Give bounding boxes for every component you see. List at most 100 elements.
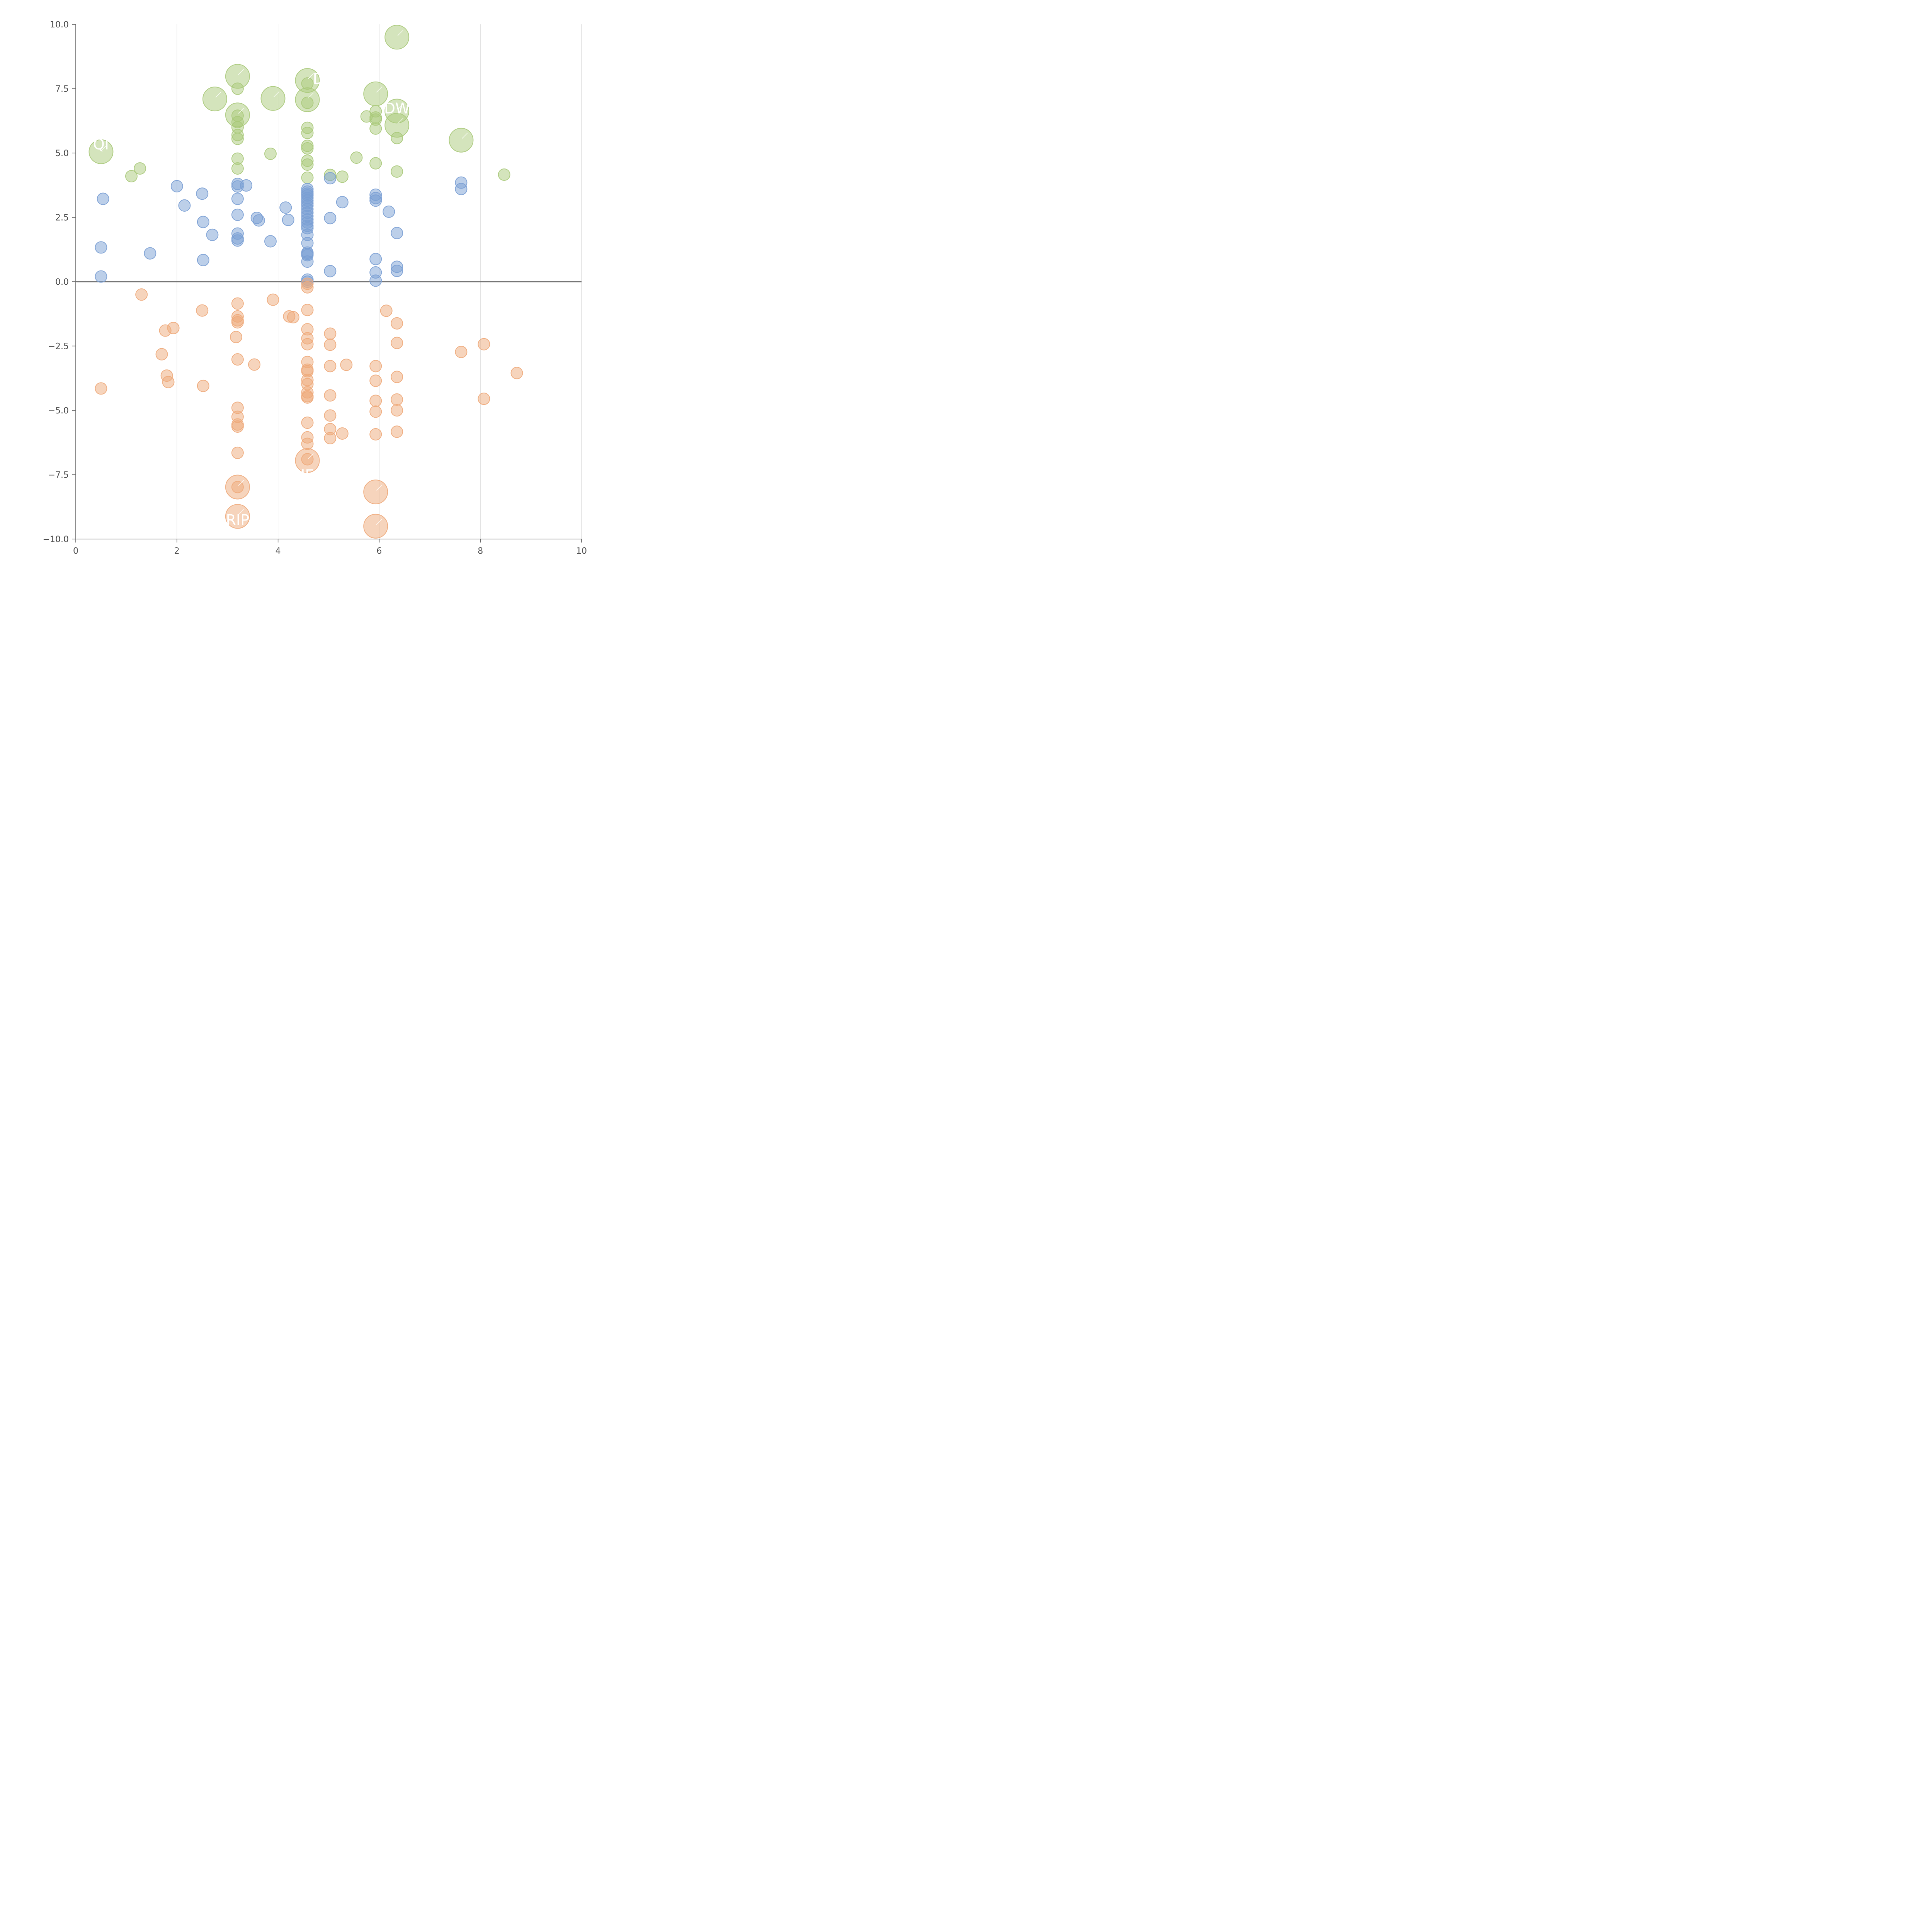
data-point-orange-18 [231, 420, 244, 433]
data-point-blue-52 [369, 194, 382, 207]
data-point-orange-32 [301, 338, 314, 350]
label-leader-orange-44 [308, 453, 314, 459]
data-point-orange-59 [369, 428, 382, 440]
data-point-orange-69 [455, 345, 468, 358]
y-tick-label-5: −2.5 [48, 342, 69, 352]
x-tick-label-5: 10 [576, 546, 587, 556]
data-point-green-2 [134, 162, 146, 175]
data-point-orange-14 [231, 353, 244, 366]
data-point-orange-22 [225, 504, 250, 529]
data-point-orange-72 [510, 367, 523, 379]
data-point-orange-48 [324, 360, 337, 372]
point-label-5: RIP [226, 512, 250, 529]
data-points [88, 25, 523, 539]
x-tick-label-0: 0 [73, 546, 78, 556]
data-point-orange-57 [369, 395, 382, 407]
label-leader-orange-61 [376, 519, 382, 525]
data-point-blue-7 [197, 216, 209, 228]
data-point-green-11 [231, 133, 244, 145]
data-point-orange-21 [231, 481, 244, 493]
point-label-2: DW [384, 100, 410, 117]
label-leader-green-0 [101, 145, 107, 151]
data-point-orange-7 [196, 304, 209, 317]
y-tick-label-1: 7.5 [55, 85, 69, 94]
data-point-green-36 [369, 157, 382, 170]
data-point-orange-70 [478, 338, 490, 350]
data-point-blue-56 [383, 205, 395, 218]
data-point-orange-50 [324, 409, 337, 422]
data-point-orange-60 [363, 480, 388, 505]
point-label-4: NEF [294, 467, 323, 484]
data-point-orange-64 [391, 337, 403, 349]
y-tick-label-2: 5.0 [55, 149, 69, 158]
data-point-blue-21 [279, 201, 292, 214]
data-point-blue-19 [252, 214, 265, 227]
data-point-green-37 [384, 25, 410, 50]
data-point-orange-2 [155, 348, 168, 361]
data-point-orange-56 [369, 374, 382, 387]
data-point-orange-71 [478, 393, 490, 405]
data-point-green-35 [369, 122, 382, 135]
data-point-blue-17 [240, 179, 253, 192]
data-point-orange-49 [324, 389, 337, 402]
label-leader-green-42 [461, 133, 468, 139]
data-point-green-23 [301, 142, 314, 155]
x-tick-label-2: 4 [276, 546, 281, 556]
data-point-blue-16 [231, 234, 244, 247]
data-point-green-42 [449, 128, 474, 153]
x-tick-label-1: 2 [174, 546, 180, 556]
data-point-blue-22 [282, 214, 294, 226]
axes: 0 2 4 6 8 10 10.0 7.5 5.0 2.5 0.0 −2.5 −5.0 −7.5 −10.0 [43, 20, 587, 556]
data-point-blue-4 [170, 180, 183, 192]
label-leader-orange-22 [238, 509, 244, 515]
label-leader-green-3 [215, 92, 221, 98]
data-point-blue-8 [197, 254, 209, 267]
data-point-green-19 [301, 97, 314, 109]
data-point-blue-48 [324, 265, 337, 277]
data-point-orange-8 [197, 379, 209, 392]
data-point-orange-65 [391, 371, 403, 383]
data-point-orange-5 [162, 376, 175, 388]
y-tick-label-0: 10.0 [50, 20, 69, 30]
y-tick-label-3: 2.5 [55, 213, 69, 223]
data-point-blue-47 [324, 212, 337, 224]
label-leader-orange-20 [238, 480, 244, 486]
data-point-orange-13 [230, 331, 242, 344]
label-leader-green-39 [397, 118, 403, 124]
label-leader-green-4 [238, 69, 244, 75]
data-point-orange-46 [324, 327, 337, 340]
label-leader-green-6 [238, 107, 244, 114]
label-leader-green-15 [273, 91, 280, 97]
data-point-orange-63 [391, 317, 403, 330]
data-point-orange-52 [324, 432, 337, 444]
label-leader-orange-60 [376, 485, 382, 491]
data-point-green-15 [260, 86, 286, 111]
data-point-green-13 [231, 162, 244, 175]
label-leader-green-37 [397, 30, 403, 36]
point-label-3: I [408, 131, 413, 148]
data-point-blue-55 [369, 274, 382, 287]
data-point-green-3 [202, 87, 227, 112]
data-point-orange-55 [369, 360, 382, 372]
data-point-orange-23 [248, 358, 261, 371]
data-point-green-41 [391, 165, 403, 178]
label-leader-green-38 [397, 104, 403, 110]
data-point-orange-43 [301, 437, 314, 450]
data-point-green-40 [391, 132, 403, 145]
data-point-orange-9 [231, 297, 244, 310]
data-point-orange-45 [301, 453, 314, 466]
data-point-orange-28 [301, 281, 314, 294]
data-point-green-43 [498, 168, 510, 181]
data-point-orange-40 [301, 391, 314, 404]
data-point-blue-9 [206, 228, 219, 241]
label-leader-green-31 [376, 87, 382, 93]
x-tick-label-3: 6 [376, 546, 382, 556]
data-point-orange-24 [267, 293, 279, 306]
data-point-orange-1 [135, 288, 148, 301]
data-point-green-29 [350, 151, 363, 164]
data-point-orange-0 [95, 382, 107, 395]
label-leader-green-16 [308, 73, 314, 79]
data-point-orange-68 [391, 425, 403, 438]
data-point-blue-12 [231, 192, 244, 205]
y-tick-label-7: −7.5 [48, 471, 69, 480]
